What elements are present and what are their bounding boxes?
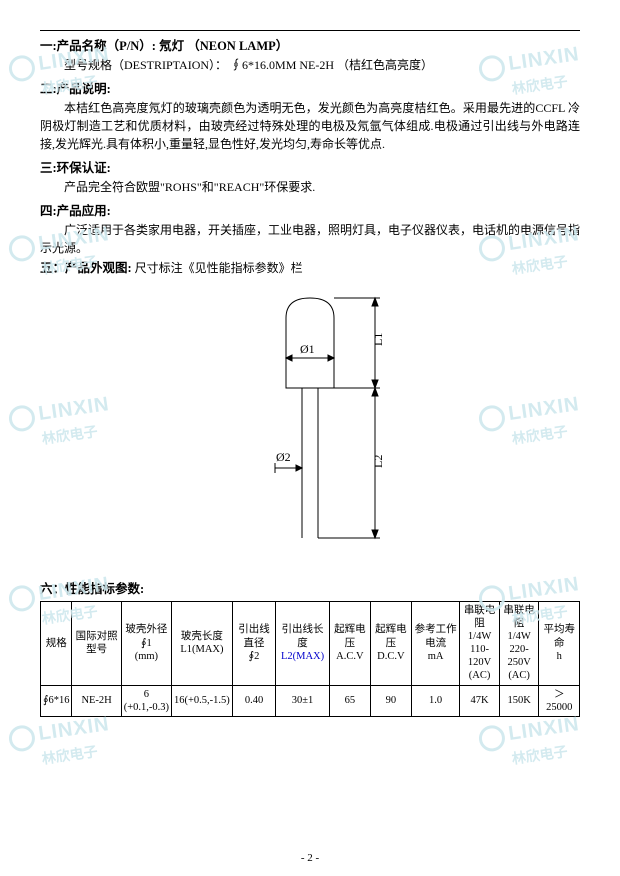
section-4-title: 四:产品应用:: [40, 200, 580, 219]
table-cell: 90: [370, 685, 411, 716]
section-1-line: 型号规格（DESTRIPTAION）： ∮6*16.0MM NE-2H （桔红色…: [40, 56, 580, 74]
spec-col-3: 玻壳长度L1(MAX): [172, 601, 233, 685]
spec-col-7: 起辉电压D.C.V: [370, 601, 411, 685]
table-row: ∮6*16NE-2H6(+0.1,-0.3)16(+0.5,-1.5)0.403…: [41, 685, 580, 716]
table-cell: NE-2H: [72, 685, 121, 716]
phi1-label: Ø1: [300, 342, 315, 356]
spec-col-10: 串联电阻1/4W220-250V(AC): [499, 601, 539, 685]
lamp-diagram: Ø1 Ø2 L1 L2: [180, 288, 440, 568]
section-3-para: 产品完全符合欧盟"ROHS"和"REACH"环保要求.: [40, 178, 580, 196]
table-cell: 1.0: [411, 685, 460, 716]
table-cell: 16(+0.5,-1.5): [172, 685, 233, 716]
table-cell: 0.40: [232, 685, 275, 716]
section-5-suffix: 尺寸标注《见性能指标参数》栏: [135, 261, 303, 275]
l2-label: L2: [371, 454, 385, 467]
table-cell: ∮6*16: [41, 685, 72, 716]
section-5-title: 五：产品外观图:: [40, 261, 132, 275]
spec-col-1: 国际对照型号: [72, 601, 121, 685]
section-2-text: 本桔红色高亮度氖灯的玻璃壳颜色为透明无色，发光颜色为高亮度桔红色。采用最先进的C…: [40, 99, 580, 153]
top-rule: [40, 30, 580, 31]
spec-table: 规格国际对照型号玻壳外径∮1(mm)玻壳长度L1(MAX)引出线直径∮2引出线长…: [40, 601, 580, 717]
section-2-para: 本桔红色高亮度氖灯的玻璃壳颜色为透明无色，发光颜色为高亮度桔红色。采用最先进的C…: [40, 99, 580, 153]
section-6-title: 六：性能指标参数:: [40, 578, 580, 597]
spec-col-9: 串联电阻1/4W110-120V(AC): [460, 601, 499, 685]
table-cell: 47K: [460, 685, 499, 716]
watermark: LINXIN林欣电子: [7, 713, 114, 773]
table-cell: 30±1: [276, 685, 330, 716]
section-1-title: 一:产品名称（P/N）: 氖灯 （NEON LAMP）: [40, 35, 580, 54]
lamp-svg: Ø1 Ø2 L1 L2: [180, 288, 440, 568]
table-cell: 65: [329, 685, 370, 716]
spec-col-2: 玻壳外径∮1(mm): [121, 601, 171, 685]
phi2-label: Ø2: [276, 450, 291, 464]
watermark: LINXIN林欣电子: [477, 713, 584, 773]
diagram-container: Ø1 Ø2 L1 L2: [40, 288, 580, 568]
section-3-title: 三:环保认证:: [40, 157, 580, 176]
page-number: - 2 -: [0, 852, 620, 864]
spec-col-8: 参考工作电流mA: [411, 601, 460, 685]
spec-tbody: ∮6*16NE-2H6(+0.1,-0.3)16(+0.5,-1.5)0.403…: [41, 685, 580, 716]
section-4-para: 广泛适用于各类家用电器，开关插座，工业电器，照明灯具，电子仪器仪表，电话机的电源…: [40, 221, 580, 257]
table-cell: 150K: [499, 685, 539, 716]
spec-col-11: 平均寿命h: [539, 601, 580, 685]
spec-col-5: 引出线长度L2(MAX): [276, 601, 330, 685]
spec-col-0: 规格: [41, 601, 72, 685]
spec-header-row: 规格国际对照型号玻壳外径∮1(mm)玻壳长度L1(MAX)引出线直径∮2引出线长…: [41, 601, 580, 685]
l1-label: L1: [371, 332, 385, 345]
section-5-line: 五：产品外观图: 尺寸标注《见性能指标参数》栏: [40, 259, 580, 278]
section-2-title: 二:产品说明:: [40, 78, 580, 97]
table-cell: 6(+0.1,-0.3): [121, 685, 171, 716]
table-cell: ＞25000: [539, 685, 580, 716]
spec-col-6: 起辉电压A.C.V: [329, 601, 370, 685]
spec-col-4: 引出线直径∮2: [232, 601, 275, 685]
spec-thead: 规格国际对照型号玻壳外径∮1(mm)玻壳长度L1(MAX)引出线直径∮2引出线长…: [41, 601, 580, 685]
